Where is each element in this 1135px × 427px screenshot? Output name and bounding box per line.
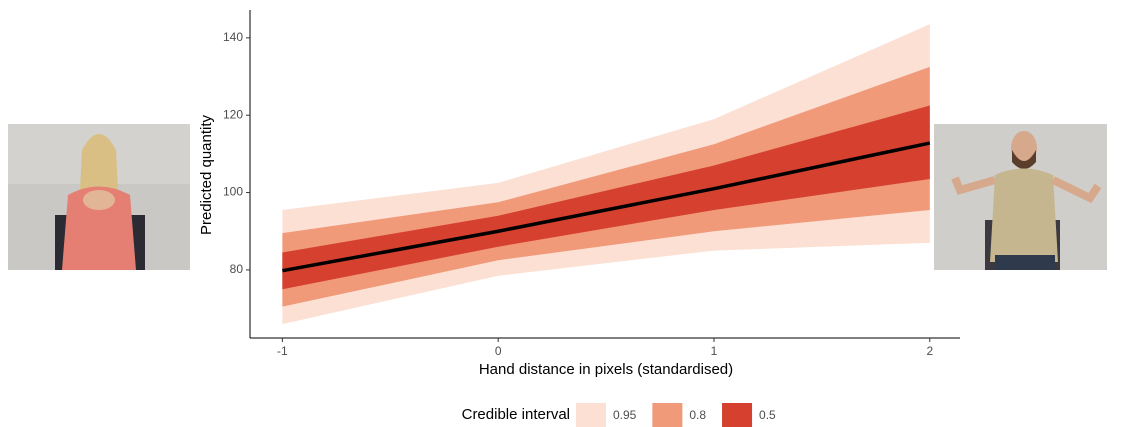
legend-key [652,403,683,427]
y-tick-label: 120 [223,107,243,121]
mean-line [282,141,931,273]
x-axis-label: Hand distance in pixels (standardised) [479,361,733,378]
x-tick-label: 1 [711,344,718,358]
legend-key [722,403,753,427]
y-tick-label: 140 [223,30,243,44]
legend-key [576,403,606,427]
legend-title: Credible interval [462,406,570,423]
credible-band [282,105,930,290]
y-tick-label: 100 [223,185,243,199]
y-tick-label: 80 [230,262,244,276]
left-photo [8,124,190,270]
x-tick-label: 0 [495,344,502,358]
x-tick-label: 2 [926,344,933,358]
y-axis-label: Predicted quantity [198,114,215,235]
legend-label: 0.95 [613,408,637,422]
x-tick-label: -1 [277,344,288,358]
right-photo [934,124,1107,270]
legend-label: 0.5 [759,408,776,422]
legend-label: 0.8 [689,408,706,422]
